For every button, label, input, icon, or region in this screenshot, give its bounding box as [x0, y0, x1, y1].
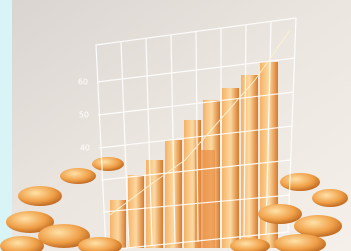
- axis-label: 50: [79, 111, 89, 120]
- left-strip: [0, 0, 12, 251]
- axis-label: 40: [80, 144, 90, 153]
- stock-image: 60 50 40: [0, 0, 351, 251]
- axis-label: 60: [78, 78, 88, 87]
- page: 60 50 40 (() => { const data = JSON.pars…: [0, 0, 351, 251]
